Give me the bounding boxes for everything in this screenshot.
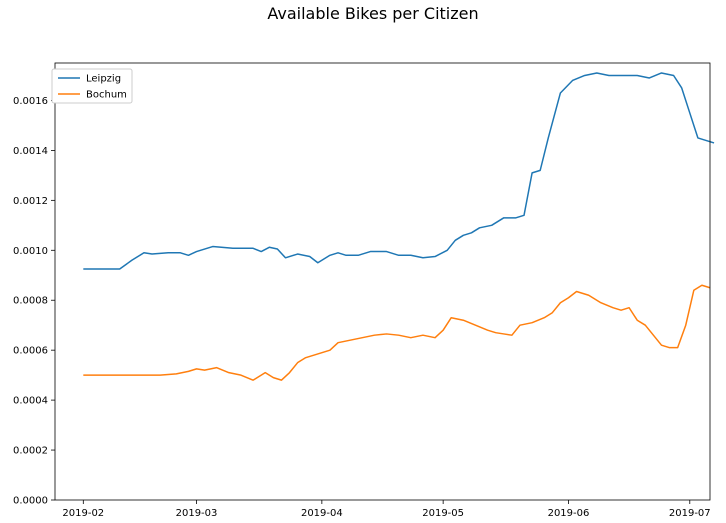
y-tick-label: 0.0004	[13, 396, 48, 407]
x-tick-label: 2019-07	[669, 508, 711, 519]
y-tick-label: 0.0014	[13, 146, 48, 157]
chart-title: Available Bikes per Citizen	[267, 4, 478, 23]
x-tick-label: 2019-02	[62, 508, 104, 519]
y-tick-label: 0.0012	[13, 196, 48, 207]
y-axis: 0.0000 0.0002 0.0004 0.0006 0.0008 0.0010 0.00…	[13, 96, 55, 507]
y-tick-label: 0.0002	[13, 446, 48, 457]
x-tick-label: 2019-06	[548, 508, 590, 519]
x-axis: 2019-02 2019-03 2019-04 2019-05 2019-06 2019-…	[62, 500, 711, 519]
y-tick-label: 0.0000	[13, 496, 48, 507]
series-line-bochum	[83, 284, 711, 381]
x-tick-label: 2019-05	[422, 508, 464, 519]
y-tick-label: 0.0008	[13, 296, 48, 307]
y-tick-label: 0.0010	[13, 246, 48, 257]
series-line-leipzig	[83, 72, 715, 270]
plot-area	[55, 63, 710, 500]
x-tick-label: 2019-03	[176, 508, 218, 519]
legend: Leipzig Bochum	[51, 68, 133, 104]
x-tick-label: 2019-04	[301, 508, 343, 519]
legend-label-leipzig: Leipzig	[86, 74, 121, 85]
y-tick-label: 0.0016	[13, 96, 48, 107]
plot-frame	[54, 62, 711, 501]
legend-label-bochum: Bochum	[86, 90, 127, 101]
y-tick-label: 0.0006	[13, 346, 48, 357]
series-layer	[83, 72, 715, 381]
